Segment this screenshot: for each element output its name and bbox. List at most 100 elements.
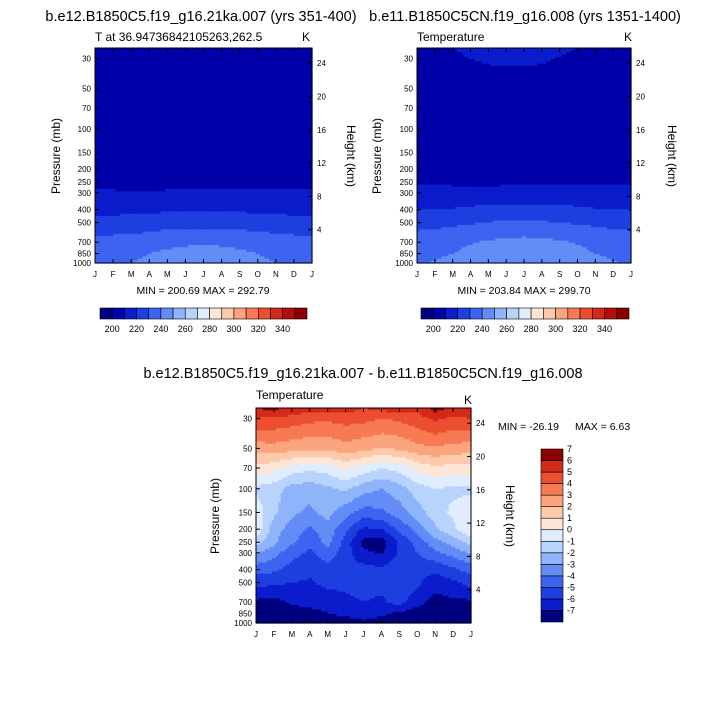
contour-cell — [171, 52, 175, 56]
contour-cell — [117, 86, 121, 89]
contour-cell — [250, 70, 254, 74]
contour-cell — [99, 77, 103, 80]
contour-cell — [305, 70, 309, 74]
contour-cell — [198, 68, 202, 71]
contour-cell — [160, 88, 164, 92]
contour-cell — [185, 56, 189, 60]
contour-cell — [142, 81, 146, 85]
contour-cell — [264, 56, 268, 60]
contour-cell — [101, 68, 105, 71]
contour-cell — [149, 65, 153, 69]
contour-cell — [198, 61, 202, 65]
contour-cell — [108, 77, 112, 80]
contour-cell — [95, 68, 98, 71]
contour-cell — [280, 77, 284, 80]
contour-cell — [284, 88, 288, 92]
contour-cell — [262, 70, 266, 74]
contour-cell — [187, 56, 191, 60]
contour-cell — [219, 77, 223, 80]
contour-cell — [273, 72, 277, 76]
contour-cell — [119, 54, 123, 58]
contour-cell — [183, 79, 187, 83]
contour-cell — [278, 59, 281, 63]
contour-cell — [275, 79, 279, 83]
contour-cell — [210, 59, 214, 63]
contour-cell — [212, 86, 216, 89]
contour-cell — [156, 48, 159, 51]
contour-cell — [291, 79, 295, 83]
contour-cell — [309, 77, 313, 80]
contour-cell — [99, 74, 103, 78]
contour-cell — [230, 77, 234, 80]
contour-cell — [208, 56, 211, 60]
contour-cell — [291, 48, 295, 51]
contour-cell — [119, 90, 123, 94]
contour-cell — [149, 79, 153, 83]
contour-cell — [228, 54, 232, 58]
contour-cell — [174, 86, 177, 89]
contour-cell — [189, 48, 193, 51]
contour-cell — [113, 54, 116, 58]
contour-cell — [119, 68, 123, 71]
contour-cell — [223, 61, 227, 65]
contour-cell — [117, 65, 121, 69]
contour-cell — [212, 54, 216, 58]
contour-cell — [171, 50, 175, 54]
contour-cell — [264, 52, 268, 56]
contour-cell — [226, 70, 229, 74]
contour-cell — [117, 68, 121, 71]
contour-cell — [198, 70, 202, 74]
contour-cell — [278, 48, 281, 51]
contour-cell — [153, 56, 157, 60]
contour-cell — [142, 72, 146, 76]
contour-cell — [119, 48, 123, 51]
contour-cell — [165, 48, 168, 51]
contour-cell — [128, 68, 132, 71]
contour-cell — [133, 54, 137, 58]
contour-cell — [291, 68, 295, 71]
contour-cell — [228, 50, 232, 54]
contour-cell — [115, 88, 119, 92]
contour-cell — [246, 52, 250, 56]
contour-cell — [214, 83, 218, 87]
contour-cell — [144, 79, 148, 83]
contour-cell — [235, 77, 239, 80]
contour-cell — [160, 48, 164, 51]
contour-cell — [232, 83, 236, 87]
contour-cell — [309, 72, 313, 76]
contour-cell — [230, 68, 234, 71]
contour-cell — [232, 88, 236, 92]
contour-cell — [167, 63, 171, 67]
contour-cell — [165, 90, 168, 94]
contour-cell — [196, 61, 200, 65]
contour-cell — [257, 74, 261, 78]
contour-cell — [156, 50, 159, 54]
contour-cell — [126, 54, 130, 58]
contour-cell — [174, 56, 177, 60]
contour-cell — [217, 77, 220, 80]
contour-cell — [241, 56, 245, 60]
contour-cell — [183, 59, 187, 63]
contour-cell — [257, 81, 261, 85]
contour-cell — [214, 70, 218, 74]
contour-cell — [117, 59, 121, 63]
contour-cell — [137, 79, 141, 83]
contour-cell — [119, 70, 123, 74]
contour-cell — [232, 65, 236, 69]
contour-cell — [302, 83, 306, 87]
contour-cell — [156, 83, 159, 87]
contour-cell — [228, 63, 232, 67]
contour-cell — [194, 74, 198, 78]
contour-cell — [221, 48, 225, 51]
contour-cell — [174, 77, 177, 80]
contour-cell — [137, 63, 141, 67]
contour-cell — [214, 59, 218, 63]
contour-cell — [232, 77, 236, 80]
contour-cell — [296, 83, 300, 87]
contour-cell — [246, 65, 250, 69]
contour-cell — [282, 88, 286, 92]
contour-cell — [133, 88, 137, 92]
contour-cell — [167, 54, 171, 58]
contour-cell — [156, 54, 159, 58]
contour-cell — [192, 72, 196, 76]
